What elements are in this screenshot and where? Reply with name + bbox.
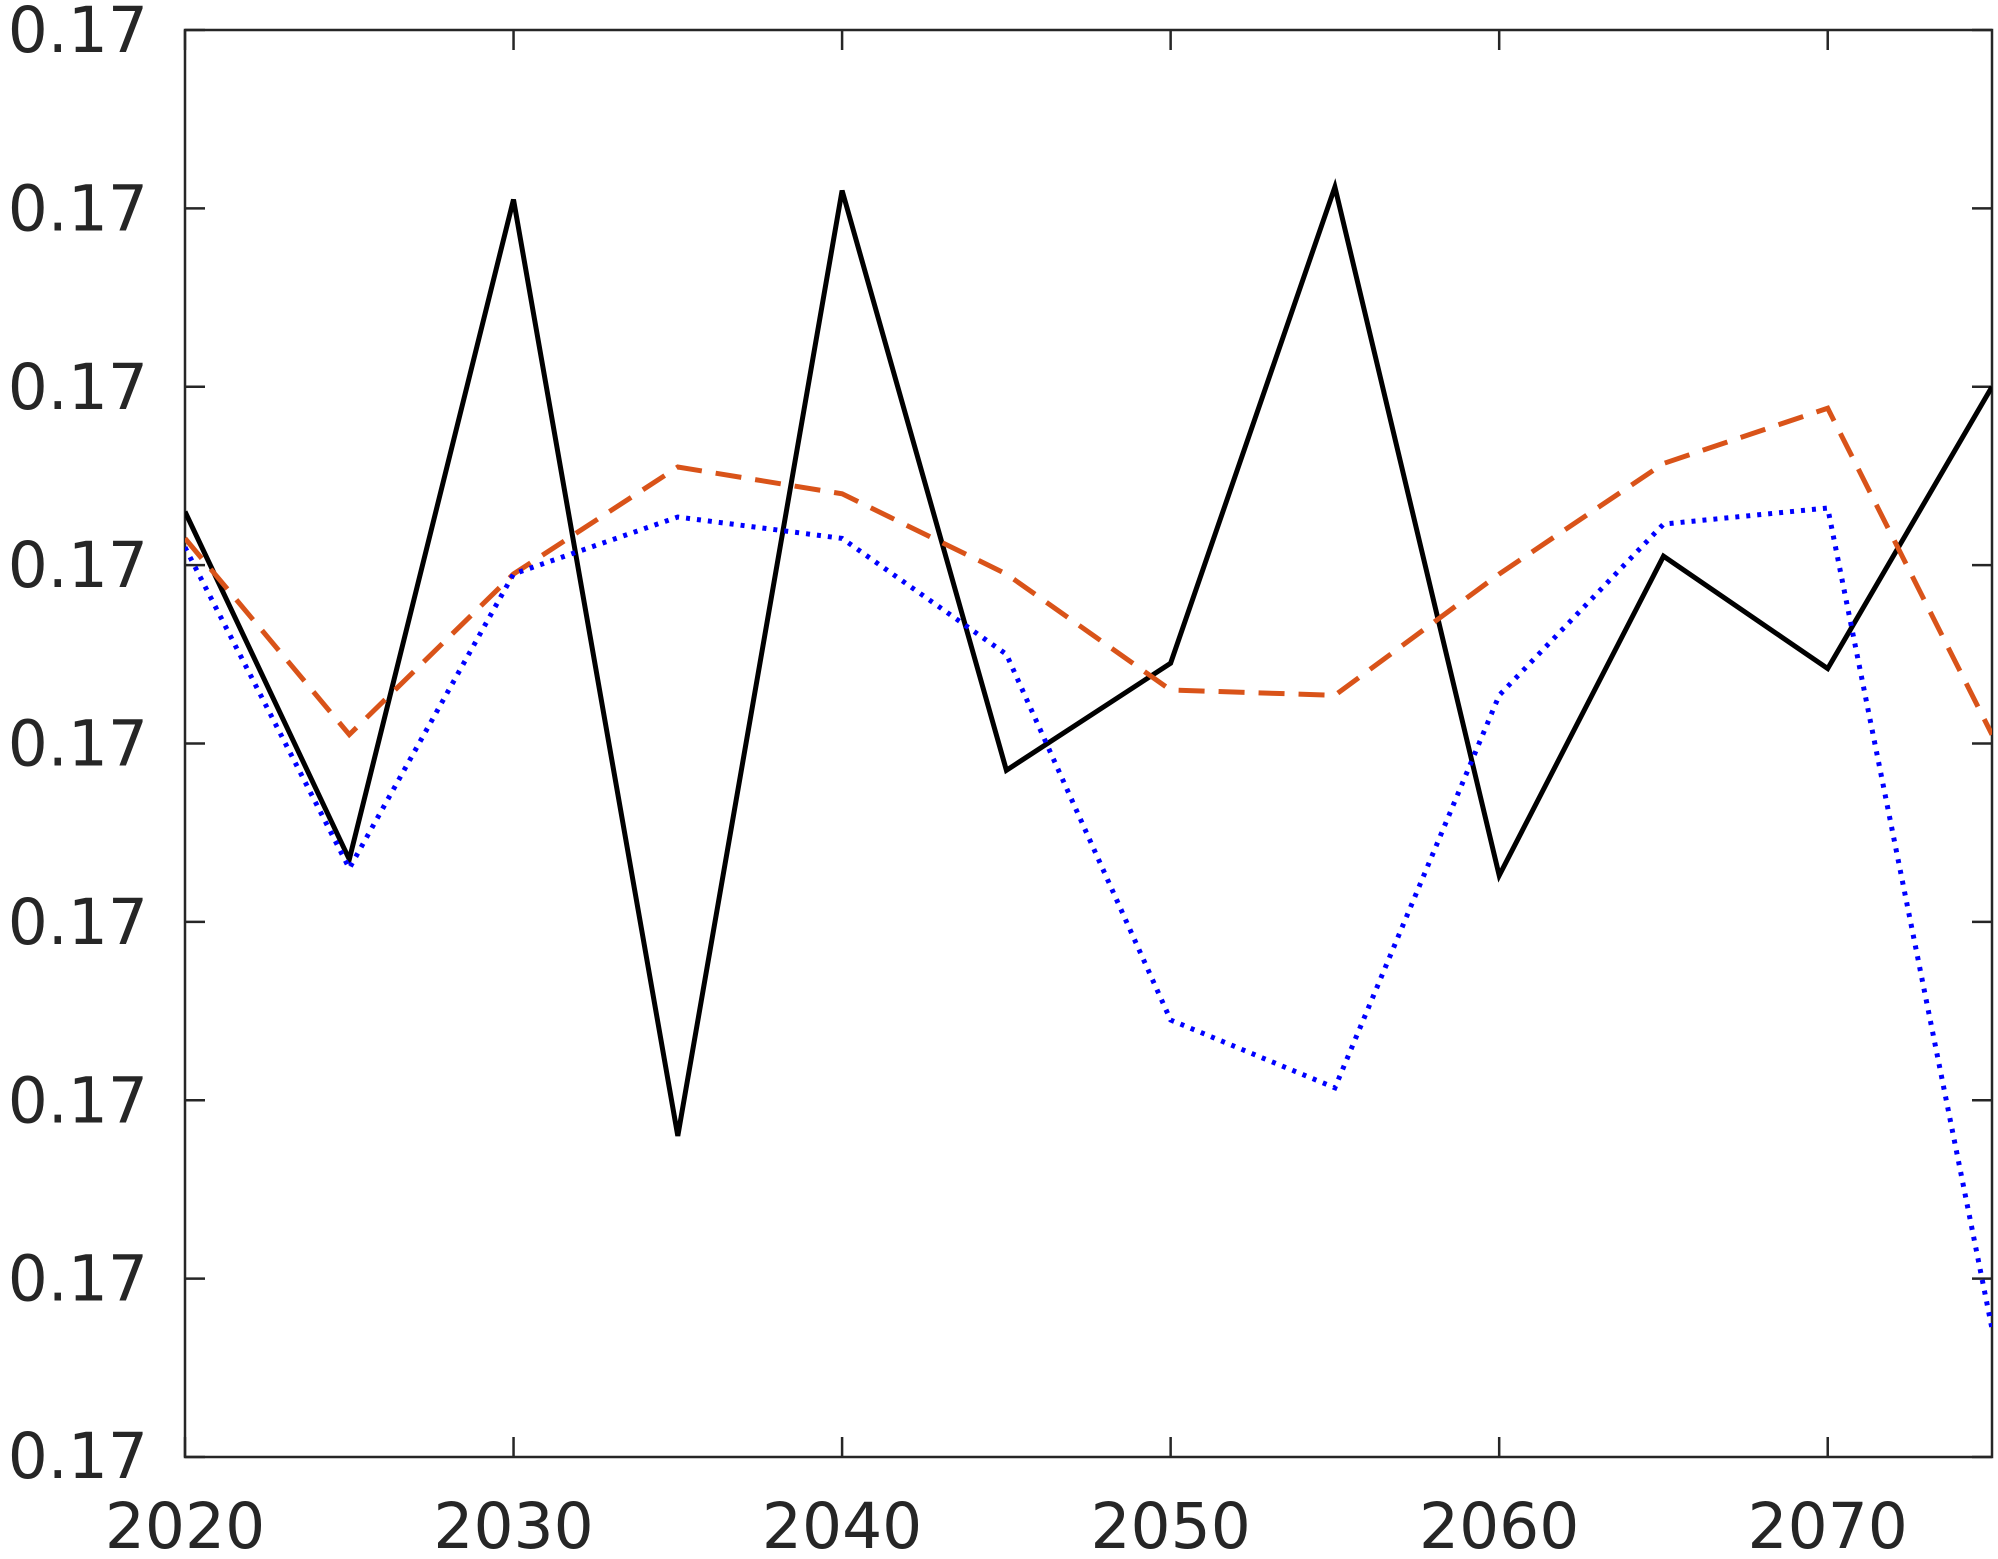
x-tick-label: 2050 <box>1090 1490 1250 1554</box>
y-tick-label: 0.17 <box>8 1420 148 1493</box>
x-tick-label: 2040 <box>762 1490 922 1554</box>
y-tick-label: 0.17 <box>8 351 148 424</box>
axes <box>183 28 1994 1459</box>
plot-frame <box>183 28 1994 1459</box>
y-tick-label: 0.17 <box>8 172 148 245</box>
series-line-solid <box>185 178 1992 1137</box>
series-lines <box>185 178 1992 1330</box>
y-tick-label: 0.17 <box>8 0 148 67</box>
y-tick-label: 0.17 <box>8 886 148 959</box>
x-tick-label: 2060 <box>1419 1490 1579 1554</box>
tick-labels: 2020 2030 2040 2050 2060 2070 0.17 0.17 0.17 0.17… <box>8 0 1908 1559</box>
series-line-dotted <box>185 505 1992 1330</box>
x-tick-label: 2070 <box>1748 1490 1908 1554</box>
x-tick-label: 2020 <box>105 1490 265 1554</box>
series-line-dashed <box>185 405 1992 739</box>
x-tick-label: 2030 <box>433 1490 593 1554</box>
y-tick-label: 0.17 <box>8 1064 148 1137</box>
y-tick-label: 0.17 <box>8 529 148 602</box>
y-tick-label: 0.17 <box>8 1243 148 1316</box>
y-tick-label: 0.17 <box>8 708 148 781</box>
